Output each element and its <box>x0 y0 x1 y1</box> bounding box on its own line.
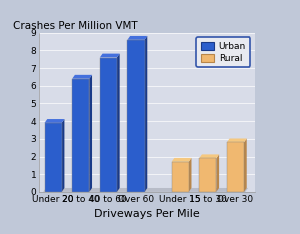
Polygon shape <box>199 154 219 158</box>
Polygon shape <box>227 139 247 142</box>
Bar <box>44 123 62 192</box>
Polygon shape <box>244 139 247 192</box>
Polygon shape <box>61 119 64 192</box>
Polygon shape <box>216 154 219 192</box>
Polygon shape <box>189 158 191 192</box>
Bar <box>172 162 189 192</box>
Bar <box>100 58 117 192</box>
Text: Crashes Per Million VMT: Crashes Per Million VMT <box>13 21 138 31</box>
Bar <box>72 79 89 192</box>
Polygon shape <box>89 75 92 192</box>
Polygon shape <box>128 36 147 40</box>
Bar <box>199 158 216 192</box>
Polygon shape <box>43 188 248 192</box>
Bar <box>227 142 244 192</box>
Polygon shape <box>44 119 64 123</box>
Legend: Urban, Rural: Urban, Rural <box>196 37 250 67</box>
X-axis label: Driveways Per Mile: Driveways Per Mile <box>94 209 200 219</box>
Polygon shape <box>172 158 191 162</box>
Bar <box>128 40 145 192</box>
Polygon shape <box>100 54 120 58</box>
Polygon shape <box>117 54 120 192</box>
Polygon shape <box>145 36 147 192</box>
Polygon shape <box>72 75 92 79</box>
